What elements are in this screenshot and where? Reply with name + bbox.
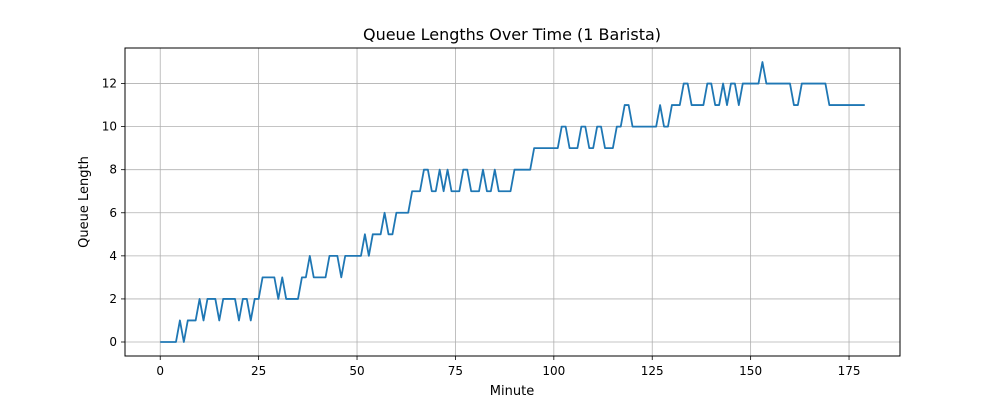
grid-lines (125, 48, 900, 356)
y-tick-label: 10 (102, 120, 117, 134)
axis-ticks: 0 25 50 75 100 125 150 175 0 2 4 6 8 10 12 (102, 77, 861, 378)
series-layer (160, 61, 865, 343)
chart-title: Queue Lengths Over Time (1 Barista) (363, 25, 661, 44)
y-tick-label: 6 (109, 206, 117, 220)
y-tick-label: 8 (109, 163, 117, 177)
x-tick-label: 0 (156, 364, 164, 378)
queue-length-line (160, 61, 865, 343)
y-tick-label: 2 (109, 292, 117, 306)
x-axis-label: Minute (490, 384, 534, 399)
x-tick-label: 175 (838, 364, 861, 378)
plot-frame (124, 47, 901, 357)
x-tick-label: 125 (641, 364, 664, 378)
y-tick-label: 12 (102, 77, 117, 91)
y-tick-label: 4 (109, 249, 117, 263)
x-tick-label: 100 (542, 364, 565, 378)
y-axis-label: Queue Length (77, 156, 92, 248)
x-tick-label: 75 (448, 364, 463, 378)
y-tick-label: 0 (109, 335, 117, 349)
x-tick-label: 25 (251, 364, 266, 378)
x-tick-label: 150 (739, 364, 762, 378)
x-tick-label: 50 (349, 364, 364, 378)
